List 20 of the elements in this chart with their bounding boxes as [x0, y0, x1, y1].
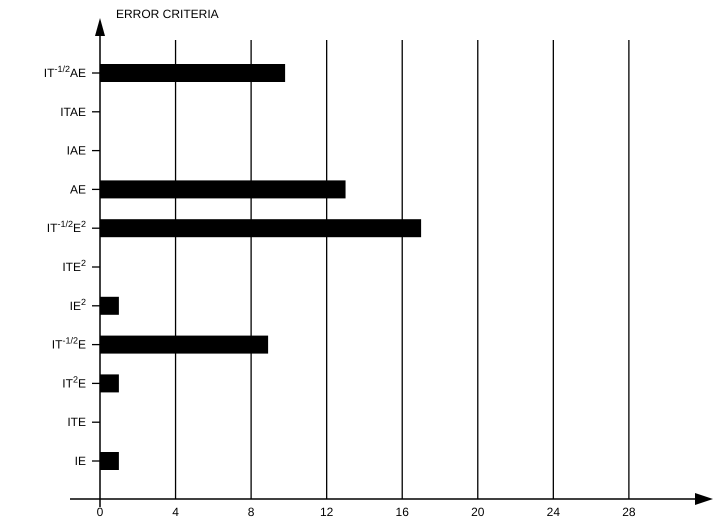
y-tick-label: IE [74, 454, 86, 468]
x-tick-label: 28 [622, 505, 636, 519]
y-tick-label: AE [70, 182, 86, 196]
y-axis-title: ERROR CRITERIA [116, 7, 219, 21]
x-tick-label: 16 [396, 505, 410, 519]
x-tick-label: 12 [320, 505, 334, 519]
x-tick-label: 24 [546, 505, 560, 519]
y-tick-label: IT$^{-1/2}$E$^{2}$ [46, 219, 86, 236]
y-tick-label: IAE [66, 144, 86, 158]
y-tick-label: ITE$^{2}$ [62, 258, 86, 274]
x-tick-label: 4 [172, 505, 180, 519]
x-tick-label: 0 [96, 505, 104, 519]
y-tick-label: ITE [67, 415, 86, 430]
x-tick-label: 8 [248, 505, 255, 519]
y-tick-label: IE$^{2}$ [70, 296, 86, 313]
y-tick-label: IT$^{-1/2}$E [52, 336, 86, 352]
y-tick-label: IT$^{-1/2}$AE [44, 64, 86, 80]
y-tick-label: ITAE [60, 104, 86, 119]
y-tick-label: IT$^{2}$E [62, 374, 86, 390]
x-tick-label: 20 [471, 505, 485, 519]
